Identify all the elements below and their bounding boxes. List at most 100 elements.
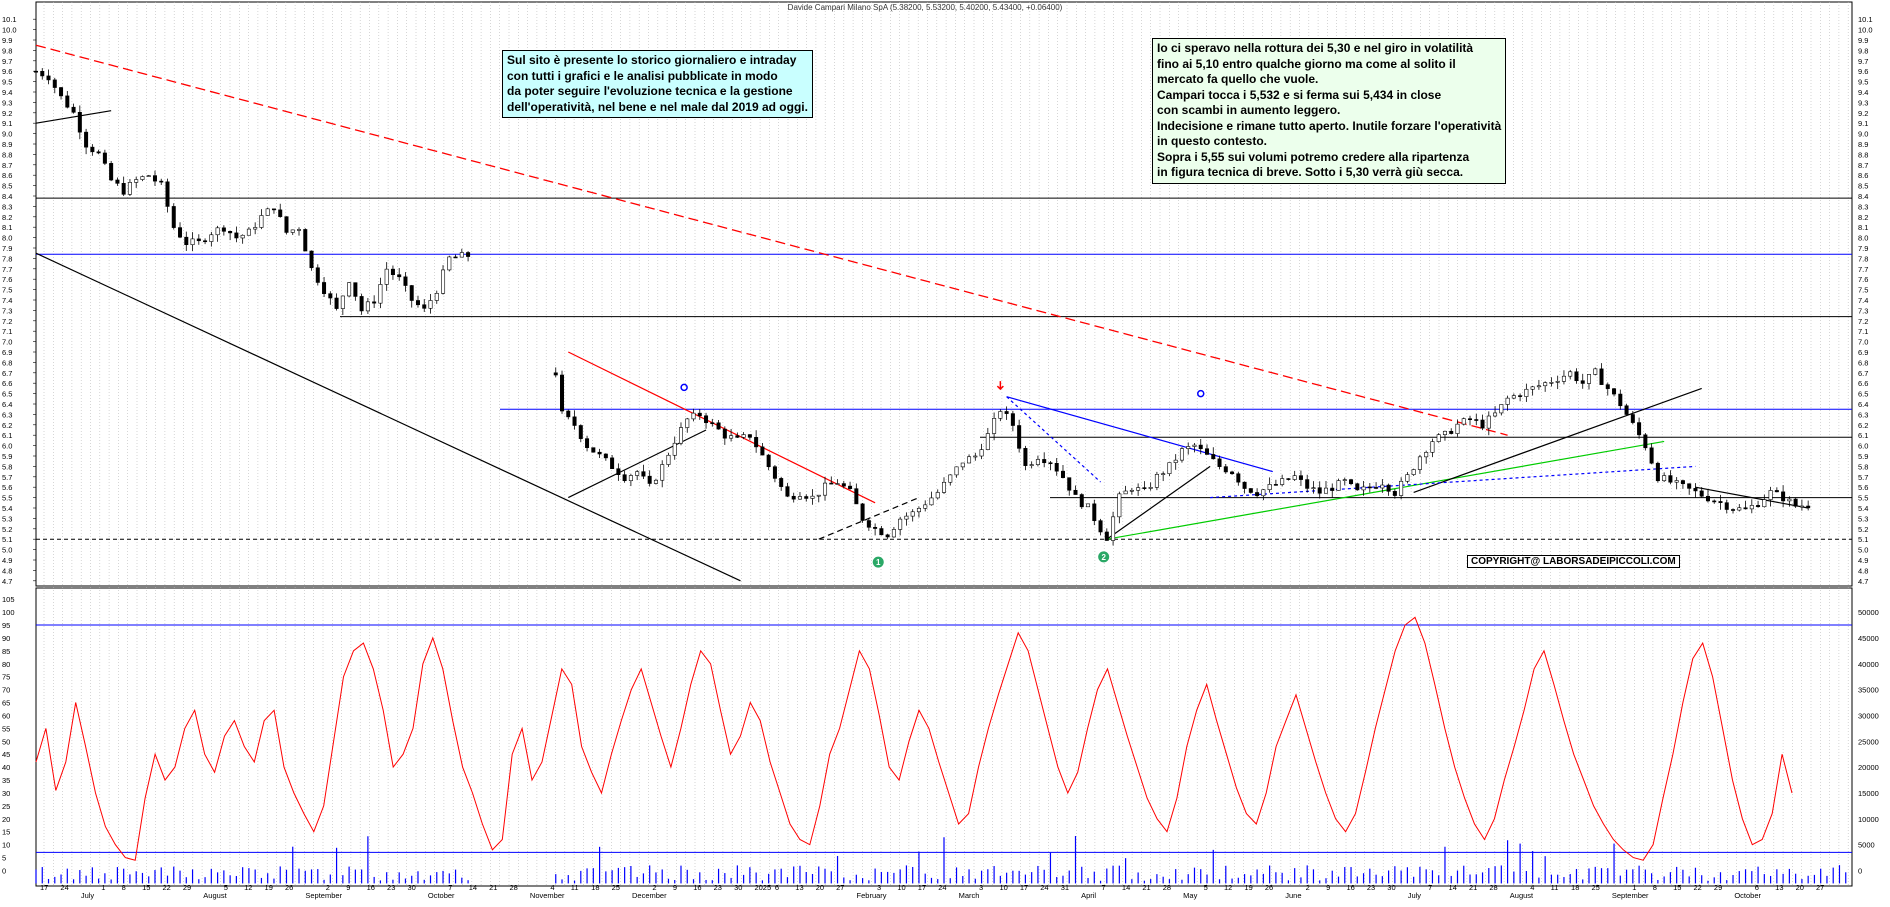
candle-body — [1198, 444, 1203, 450]
price-ytick-left: 8.7 — [2, 161, 12, 170]
candle-body — [278, 209, 283, 217]
candle-body — [1756, 505, 1761, 508]
volume-ytick-right: 15000 — [1858, 789, 1879, 798]
price-ytick-left: 7.5 — [2, 286, 12, 295]
candle-body — [159, 180, 164, 183]
price-ytick-right: 4.9 — [1858, 556, 1868, 565]
candle-body — [40, 70, 45, 77]
candle-body — [1098, 520, 1103, 533]
note-right-line: Io ci speravo nella rottura dei 5,30 e n… — [1157, 41, 1474, 55]
candle-body — [459, 252, 464, 258]
price-ytick-right: 5.5 — [1858, 494, 1868, 503]
osc-ytick-left: 50 — [2, 737, 10, 746]
candle-body — [660, 464, 665, 481]
candle-body — [428, 300, 433, 309]
blue-downtrend — [1006, 396, 1273, 473]
price-ytick-left: 5.0 — [2, 546, 12, 555]
candle-body — [1574, 371, 1579, 382]
x-day-label: 17 — [918, 883, 926, 892]
candle-body — [1630, 414, 1635, 423]
candle-body — [1580, 380, 1585, 384]
candle-body — [1674, 480, 1679, 483]
price-ytick-right: 7.8 — [1858, 254, 1868, 263]
candle-body — [628, 475, 633, 482]
candle-body — [1317, 487, 1322, 494]
candle-body — [766, 454, 771, 468]
volume-ytick-right: 25000 — [1858, 737, 1879, 746]
x-day-label: 1 — [1632, 883, 1636, 892]
x-month-label: October — [428, 891, 455, 900]
candle-body — [1086, 503, 1091, 508]
candle-body — [785, 486, 790, 497]
price-ytick-left: 6.9 — [2, 348, 12, 357]
price-ytick-right: 5.2 — [1858, 525, 1868, 534]
x-day-label: 27 — [1816, 883, 1824, 892]
candle-body — [84, 131, 89, 148]
channel-line — [568, 429, 707, 499]
x-day-label: 24 — [938, 883, 946, 892]
candle-body — [560, 374, 565, 412]
candle-body — [885, 534, 890, 538]
price-ytick-left: 4.8 — [2, 566, 12, 575]
osc-ytick-left: 55 — [2, 724, 10, 733]
price-ytick-right: 7.7 — [1858, 265, 1868, 274]
x-day-label: 20 — [1796, 883, 1804, 892]
candle-body — [1023, 448, 1028, 466]
osc-ytick-left: 0 — [2, 866, 6, 875]
price-ytick-right: 9.7 — [1858, 57, 1868, 66]
candle-body — [1774, 490, 1779, 493]
candle-body — [1405, 474, 1410, 482]
price-ytick-left: 5.9 — [2, 452, 12, 461]
x-day-label: 11 — [1551, 883, 1559, 892]
candle-body — [998, 411, 1003, 419]
candle-body — [271, 208, 276, 211]
candle-body — [1035, 459, 1040, 465]
x-day-label: 26 — [1265, 883, 1273, 892]
candle-body — [1793, 498, 1798, 507]
price-ytick-left: 6.1 — [2, 431, 12, 440]
note-site-info: Sul sito è presente lo storico giornalie… — [502, 50, 813, 118]
price-ytick-left: 7.2 — [2, 317, 12, 326]
x-day-label: 24 — [60, 883, 68, 892]
candle-body — [948, 474, 953, 483]
candle-body — [115, 179, 120, 184]
candle-body — [992, 418, 997, 434]
osc-ytick-left: 20 — [2, 815, 10, 824]
candle-body — [134, 179, 139, 183]
candle-body — [347, 282, 352, 297]
candle-body — [1637, 422, 1642, 436]
candle-body — [1267, 484, 1272, 491]
x-day-label: 14 — [1122, 883, 1130, 892]
candle-body — [1060, 470, 1065, 478]
price-ytick-left: 7.4 — [2, 296, 12, 305]
price-ytick-left: 9.1 — [2, 119, 12, 128]
price-ytick-right: 9.4 — [1858, 88, 1868, 97]
price-ytick-right: 5.3 — [1858, 514, 1868, 523]
candle-body — [1361, 486, 1366, 491]
marker-1-label: 1 — [876, 558, 881, 567]
x-day-label: 16 — [693, 883, 701, 892]
candle-body — [1499, 404, 1504, 414]
candle-body — [697, 412, 702, 417]
candle-body — [1054, 462, 1059, 472]
x-day-label: 25 — [612, 883, 620, 892]
x-day-label: 29 — [183, 883, 191, 892]
price-ytick-right: 4.8 — [1858, 566, 1868, 575]
osc-ytick-left: 10 — [2, 841, 10, 850]
price-ytick-left: 9.7 — [2, 57, 12, 66]
marker-2 — [1098, 551, 1110, 563]
price-ytick-right: 7.5 — [1858, 286, 1868, 295]
volume-ytick-right: 10000 — [1858, 815, 1879, 824]
candle-body — [622, 474, 627, 482]
candle-body — [290, 229, 295, 233]
price-ytick-left: 9.2 — [2, 109, 12, 118]
x-month-label: September — [1612, 891, 1649, 900]
candle-body — [979, 449, 984, 457]
x-day-label: 2 — [652, 883, 656, 892]
osc-ytick-left: 85 — [2, 647, 10, 656]
x-day-label: 4 — [550, 883, 554, 892]
candle-body — [678, 427, 683, 444]
candle-body — [1167, 462, 1172, 474]
candle-body — [910, 511, 915, 517]
